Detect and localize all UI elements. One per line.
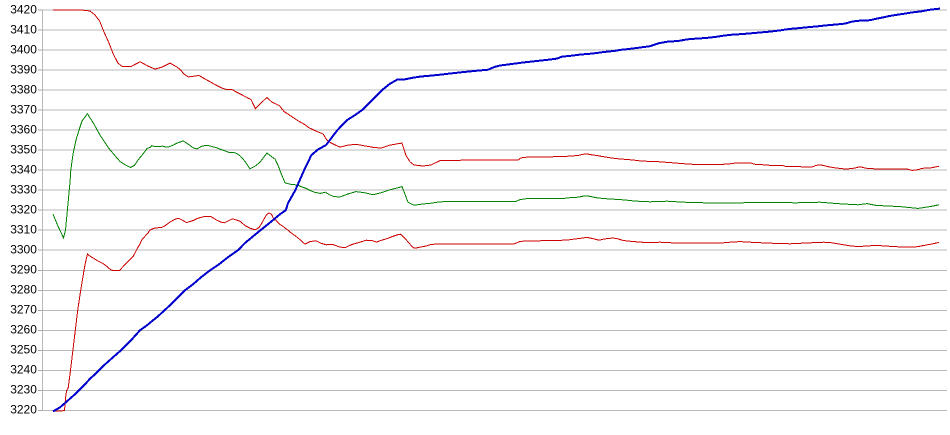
svg-text:3420: 3420 (10, 2, 37, 16)
svg-text:3320: 3320 (10, 203, 37, 217)
svg-text:3280: 3280 (10, 283, 37, 297)
svg-text:3260: 3260 (10, 323, 37, 337)
svg-text:3380: 3380 (10, 82, 37, 96)
svg-text:3310: 3310 (10, 223, 37, 237)
svg-text:3390: 3390 (10, 62, 37, 76)
svg-text:3350: 3350 (10, 142, 37, 156)
svg-text:3290: 3290 (10, 263, 37, 277)
svg-text:3330: 3330 (10, 182, 37, 196)
svg-text:3270: 3270 (10, 303, 37, 317)
svg-text:3360: 3360 (10, 122, 37, 136)
svg-text:3370: 3370 (10, 102, 37, 116)
svg-text:3230: 3230 (10, 383, 37, 397)
svg-text:3300: 3300 (10, 243, 37, 257)
svg-text:3340: 3340 (10, 162, 37, 176)
svg-text:3250: 3250 (10, 343, 37, 357)
svg-text:3240: 3240 (10, 363, 37, 377)
svg-text:3410: 3410 (10, 22, 37, 36)
svg-text:3220: 3220 (10, 403, 37, 417)
svg-text:3400: 3400 (10, 42, 37, 56)
